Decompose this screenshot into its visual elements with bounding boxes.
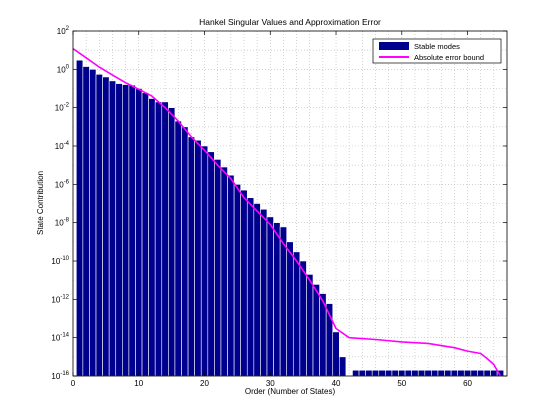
x-tick-label: 50 xyxy=(397,379,406,388)
bar xyxy=(490,369,498,377)
bar xyxy=(437,369,445,377)
bar xyxy=(477,369,485,377)
chart-title: Hankel Singular Values and Approximation… xyxy=(199,17,381,27)
bar xyxy=(299,260,307,377)
bar xyxy=(266,216,274,377)
bar xyxy=(102,76,110,377)
bar xyxy=(378,369,386,377)
bar xyxy=(286,241,294,377)
bar xyxy=(148,98,156,377)
bar xyxy=(187,136,195,377)
bar xyxy=(161,101,169,377)
bar xyxy=(306,274,314,377)
bar xyxy=(391,369,399,377)
bar xyxy=(431,369,439,377)
plot-frame xyxy=(72,30,508,377)
bar xyxy=(483,369,491,377)
bar xyxy=(227,174,235,377)
bar xyxy=(82,66,90,377)
bar xyxy=(411,369,419,377)
y-tick-label: 10-6 xyxy=(55,179,70,189)
bar xyxy=(168,107,176,377)
bar xyxy=(75,59,84,377)
bar xyxy=(135,88,143,377)
bar xyxy=(332,331,340,377)
bar xyxy=(358,369,366,377)
bar xyxy=(371,369,380,377)
bar xyxy=(181,126,189,377)
bar xyxy=(417,369,426,377)
y-tick-label: 102 xyxy=(57,26,70,36)
y-tick-label: 10-16 xyxy=(51,371,69,381)
bar xyxy=(470,369,478,377)
bar xyxy=(339,356,347,377)
bar xyxy=(292,251,301,377)
axis-ticks: 0 10 20 30 40 50 60 102 100 10-2 10-4 10-6 10-8 10-10… xyxy=(51,26,507,388)
bar xyxy=(128,84,136,377)
bar xyxy=(174,120,182,377)
x-tick-label: 10 xyxy=(134,379,143,388)
bar xyxy=(260,208,268,377)
y-tick-label: 10-10 xyxy=(51,256,69,266)
legend: Stable modes Absolute error bound xyxy=(372,38,502,64)
bar xyxy=(279,226,288,377)
error-bound-line xyxy=(72,47,502,377)
x-tick-label: 30 xyxy=(266,379,275,388)
bar xyxy=(273,222,281,377)
bar xyxy=(240,189,248,377)
bar xyxy=(253,203,261,377)
bar xyxy=(246,197,255,377)
bar xyxy=(200,145,209,377)
y-tick-label: 10-14 xyxy=(51,333,69,343)
y-tick-label: 10-4 xyxy=(55,141,70,151)
legend-swatch-stable-modes xyxy=(379,42,409,50)
bar xyxy=(108,80,117,377)
x-tick-label: 20 xyxy=(200,379,209,388)
bar xyxy=(115,83,123,377)
y-tick-label: 100 xyxy=(57,64,70,74)
bar xyxy=(385,369,393,377)
bar xyxy=(352,369,360,377)
x-tick-label: 60 xyxy=(463,379,472,388)
bar xyxy=(154,101,163,377)
series-line-error-bound xyxy=(72,47,502,377)
x-tick-label: 40 xyxy=(332,379,341,388)
bar xyxy=(95,74,103,377)
bar xyxy=(404,369,412,377)
bar xyxy=(214,159,222,377)
y-axis-label: State Contribution xyxy=(36,171,45,235)
bar xyxy=(220,166,228,377)
x-axis-label: Order (Number of States) xyxy=(245,387,336,396)
legend-label-stable-modes: Stable modes xyxy=(414,42,460,51)
bar xyxy=(194,139,202,377)
bar xyxy=(450,369,458,377)
bar xyxy=(233,184,241,377)
bar xyxy=(312,284,320,377)
legend-label-error-bound: Absolute error bound xyxy=(414,53,484,62)
y-tick-label: 10-2 xyxy=(55,103,70,113)
bar xyxy=(89,69,97,377)
bar xyxy=(424,369,432,377)
bar xyxy=(122,84,130,377)
y-tick-label: 10-8 xyxy=(55,218,70,228)
bar xyxy=(457,369,465,377)
y-tick-label: 10-12 xyxy=(51,294,69,304)
bar xyxy=(444,369,452,377)
bar xyxy=(207,151,215,377)
bar xyxy=(141,92,149,377)
bar xyxy=(365,369,373,377)
x-tick-label: 0 xyxy=(71,379,76,388)
